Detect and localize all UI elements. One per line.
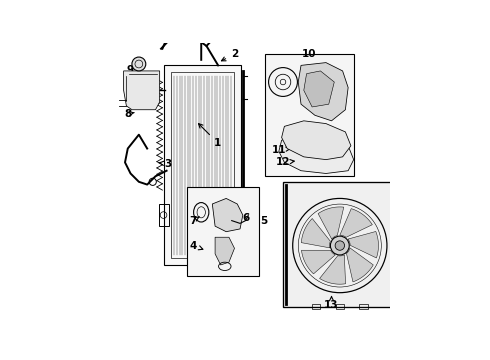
Bar (359, 304, 368, 309)
Text: 11: 11 (271, 145, 290, 155)
Polygon shape (123, 71, 160, 110)
Polygon shape (212, 198, 243, 232)
Polygon shape (318, 207, 344, 239)
Text: 4: 4 (189, 240, 203, 251)
Text: 13: 13 (324, 297, 339, 310)
Polygon shape (282, 121, 351, 159)
Bar (187, 187, 259, 276)
Text: 7: 7 (189, 216, 199, 226)
Bar (397, 269, 403, 279)
Polygon shape (301, 250, 335, 274)
Text: 9: 9 (127, 64, 140, 75)
Bar (159, 204, 169, 226)
Bar (265, 54, 354, 176)
Text: 2: 2 (221, 49, 238, 61)
Polygon shape (340, 209, 372, 237)
Circle shape (132, 57, 146, 71)
Text: 8: 8 (124, 109, 134, 119)
Text: 10: 10 (302, 49, 317, 59)
Text: 12: 12 (276, 157, 294, 167)
Bar (164, 66, 242, 265)
Text: 6: 6 (236, 213, 249, 223)
Bar (397, 208, 403, 217)
Circle shape (330, 236, 349, 255)
Bar (171, 72, 235, 258)
Text: 5: 5 (260, 216, 267, 226)
Bar (336, 304, 344, 309)
Polygon shape (304, 71, 334, 107)
Circle shape (335, 241, 344, 250)
Polygon shape (279, 135, 354, 174)
Polygon shape (346, 248, 373, 282)
Polygon shape (348, 231, 378, 258)
Bar (312, 304, 320, 309)
Text: 1: 1 (198, 123, 221, 148)
Bar (283, 182, 397, 306)
Polygon shape (298, 63, 348, 121)
Polygon shape (319, 255, 345, 284)
Text: 3: 3 (159, 159, 171, 169)
Bar (397, 240, 403, 251)
Polygon shape (215, 237, 235, 265)
Polygon shape (301, 219, 330, 248)
